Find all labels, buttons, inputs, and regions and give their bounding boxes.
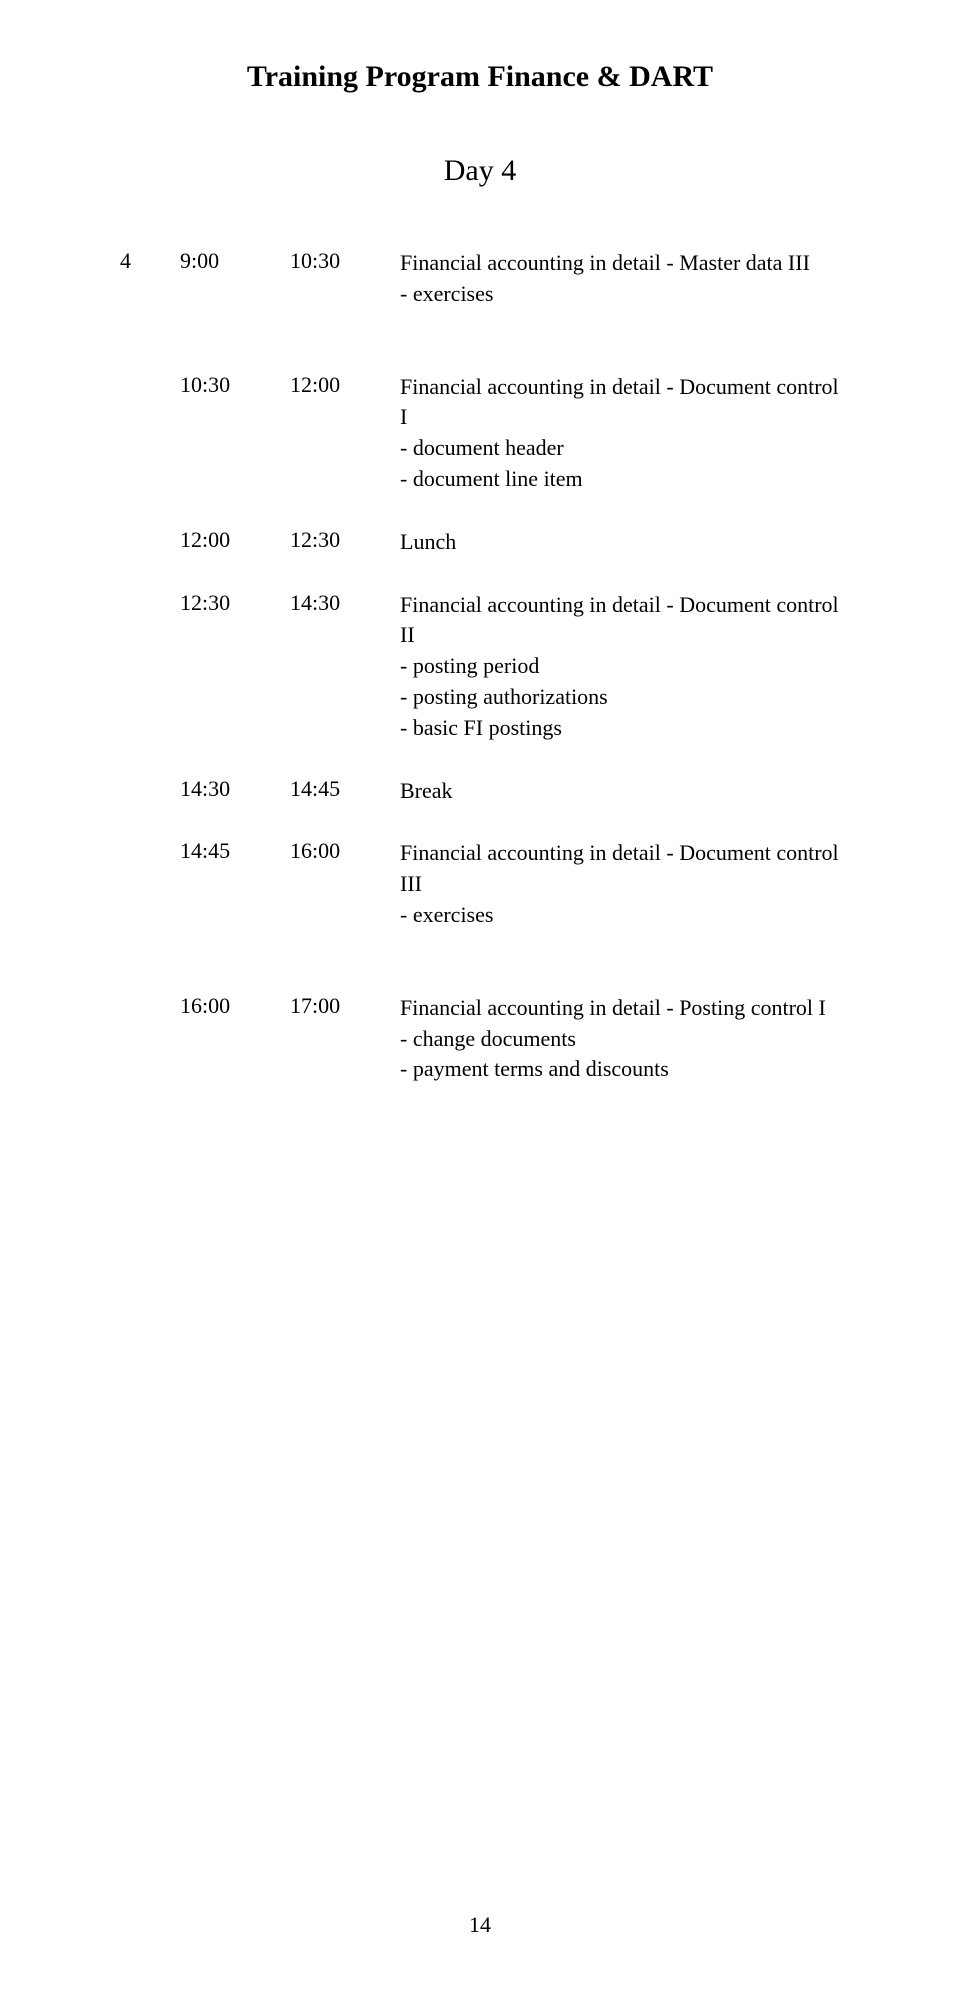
session-subitem: - exercises <box>400 900 840 931</box>
start-time: 12:00 <box>180 527 290 558</box>
row-number <box>120 776 180 807</box>
schedule-row: 12:0012:30Lunch <box>120 527 840 558</box>
description: Break <box>400 776 840 807</box>
session-subitem: - exercises <box>400 279 840 310</box>
row-number <box>120 372 180 495</box>
description: Financial accounting in detail - Master … <box>400 248 840 310</box>
row-number <box>120 590 180 744</box>
row-number <box>120 527 180 558</box>
start-time: 12:30 <box>180 590 290 744</box>
schedule-row: 12:3014:30Financial accounting in detail… <box>120 590 840 744</box>
start-time: 9:00 <box>180 248 290 310</box>
session-subitem: - posting authorizations <box>400 682 840 713</box>
session-subitem: - change documents <box>400 1024 840 1055</box>
end-time: 16:00 <box>290 838 400 930</box>
end-time: 14:45 <box>290 776 400 807</box>
end-time: 17:00 <box>290 993 400 1085</box>
page-number: 14 <box>469 1912 491 1938</box>
session-title: Financial accounting in detail - Documen… <box>400 590 840 652</box>
header-title: Training Program Finance & DART <box>120 60 840 94</box>
end-time: 12:30 <box>290 527 400 558</box>
schedule-row: 14:3014:45Break <box>120 776 840 807</box>
schedule-table: 49:0010:30Financial accounting in detail… <box>120 248 840 1085</box>
end-time: 10:30 <box>290 248 400 310</box>
session-subitem: - posting period <box>400 651 840 682</box>
schedule-row: 10:3012:00Financial accounting in detail… <box>120 372 840 495</box>
start-time: 14:45 <box>180 838 290 930</box>
session-subitem: - document line item <box>400 464 840 495</box>
end-time: 14:30 <box>290 590 400 744</box>
day-title: Day 4 <box>120 154 840 188</box>
spacer <box>120 342 840 372</box>
session-title: Financial accounting in detail - Documen… <box>400 372 840 434</box>
session-subitem: - basic FI postings <box>400 713 840 744</box>
session-title: Financial accounting in detail - Posting… <box>400 993 840 1024</box>
start-time: 16:00 <box>180 993 290 1085</box>
spacer <box>120 963 840 993</box>
session-title: Financial accounting in detail - Master … <box>400 248 840 279</box>
session-title: Lunch <box>400 527 840 558</box>
session-title: Financial accounting in detail - Documen… <box>400 838 840 900</box>
session-title: Break <box>400 776 840 807</box>
row-number <box>120 838 180 930</box>
row-number <box>120 993 180 1085</box>
description: Financial accounting in detail - Documen… <box>400 838 840 930</box>
schedule-row: 14:4516:00Financial accounting in detail… <box>120 838 840 930</box>
row-number: 4 <box>120 248 180 310</box>
description: Financial accounting in detail - Posting… <box>400 993 840 1085</box>
schedule-row: 49:0010:30Financial accounting in detail… <box>120 248 840 310</box>
description: Financial accounting in detail - Documen… <box>400 372 840 495</box>
description: Financial accounting in detail - Documen… <box>400 590 840 744</box>
schedule-row: 16:0017:00Financial accounting in detail… <box>120 993 840 1085</box>
session-subitem: - payment terms and discounts <box>400 1054 840 1085</box>
start-time: 10:30 <box>180 372 290 495</box>
end-time: 12:00 <box>290 372 400 495</box>
session-subitem: - document header <box>400 433 840 464</box>
start-time: 14:30 <box>180 776 290 807</box>
description: Lunch <box>400 527 840 558</box>
